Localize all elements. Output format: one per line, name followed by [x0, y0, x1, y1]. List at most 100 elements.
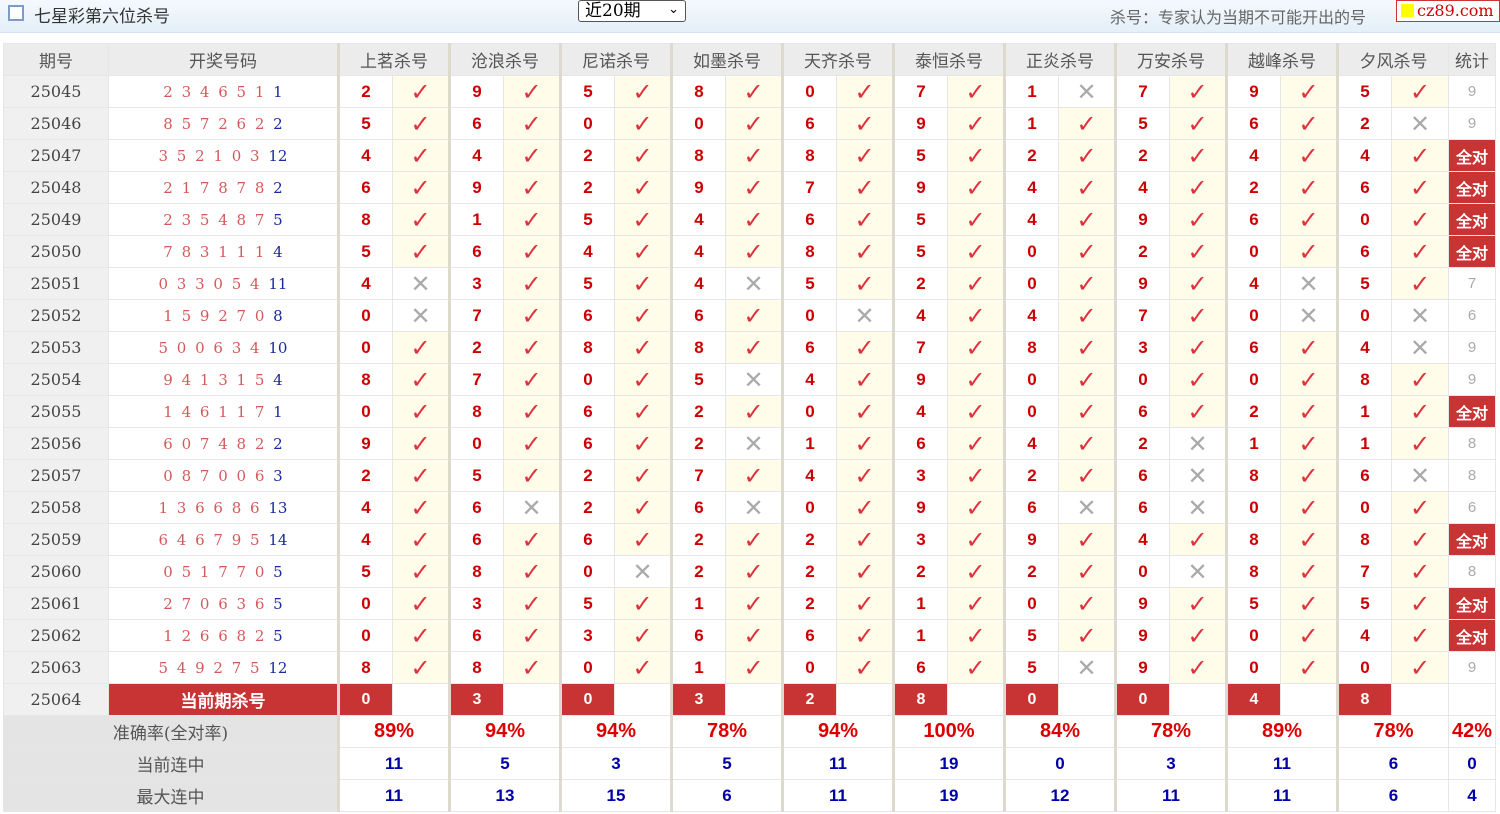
check-icon: ✓: [392, 619, 450, 652]
kill-number-cell: 4: [1003, 427, 1059, 460]
check-icon: ✓: [392, 395, 450, 428]
kill-number-cell: 5: [1003, 619, 1059, 652]
kill-number-cell: 0: [1225, 619, 1281, 652]
check-icon: ✓: [836, 331, 894, 364]
kill-number-cell: 8: [670, 75, 726, 108]
check-icon: ✓: [947, 587, 1005, 620]
summary-value: 100%: [892, 715, 1005, 748]
check-icon: ✓: [614, 491, 672, 524]
check-icon: ✓: [725, 331, 783, 364]
kill-number-cell: 9: [1114, 651, 1170, 684]
kill-number-cell: 0: [1003, 395, 1059, 428]
period-range-select[interactable]: 近20期 ⌄: [578, 0, 686, 22]
current-kill-number: 3: [670, 683, 726, 716]
check-icon: ✓: [392, 235, 450, 268]
draw-digits: 0 5 1 7 7 0: [163, 562, 265, 581]
kill-number-cell: 3: [559, 619, 615, 652]
period-cell: 25053: [3, 331, 109, 364]
draw-digits: 3 5 2 1 0 3: [158, 146, 260, 165]
draw-numbers-cell: 7 8 3 1 1 1 4: [108, 235, 339, 268]
kill-number-cell: 6: [559, 299, 615, 332]
check-icon: ✓: [1280, 331, 1338, 364]
kill-number-cell: 9: [670, 171, 726, 204]
kill-number-cell: 8: [781, 139, 837, 172]
hit-count-cell: 9: [1448, 651, 1496, 684]
empty-cell: [1058, 683, 1116, 716]
check-icon: ✓: [1391, 395, 1449, 428]
draw-numbers-cell: 2 7 0 6 3 6 5: [108, 587, 339, 620]
kill-number-cell: 8: [448, 651, 504, 684]
kill-number-cell: 2: [337, 75, 393, 108]
check-icon: ✓: [503, 75, 561, 108]
kill-number-cell: 2: [670, 555, 726, 588]
draw-numbers-cell: 1 3 6 6 8 6 13: [108, 491, 339, 524]
draw-numbers-cell: 9 4 1 3 1 5 4: [108, 363, 339, 396]
kill-number-cell: 0: [1003, 587, 1059, 620]
draw-digits: 8 5 7 2 6 2: [163, 114, 265, 133]
cross-icon: ✕: [392, 267, 450, 300]
check-icon: ✓: [1058, 203, 1116, 236]
check-icon: ✓: [614, 299, 672, 332]
kill-number-cell: 4: [1003, 299, 1059, 332]
kill-number-cell: 3: [1114, 331, 1170, 364]
check-icon: ✓: [1169, 107, 1227, 140]
check-icon: ✓: [1169, 619, 1227, 652]
kill-number-cell: 3: [892, 523, 948, 556]
check-icon: ✓: [1169, 299, 1227, 332]
table-row: 25055 1 4 6 1 1 7 1 0 ✓ 8 ✓ 6 ✓ 2 ✓ 0 ✓ 4 ✓ 0 ✓ 6 ✓ 2 ✓ 1 ✓ 全对: [3, 395, 1496, 428]
kill-number-cell: 5: [559, 267, 615, 300]
kill-number-cell: 5: [1225, 587, 1281, 620]
check-icon: ✓: [836, 171, 894, 204]
summary-value: 89%: [1225, 715, 1338, 748]
empty-cell: [725, 683, 783, 716]
cross-icon: ✕: [614, 555, 672, 588]
kill-number-cell: 5: [1336, 267, 1392, 300]
empty-cell: [503, 683, 561, 716]
kill-number-cell: 2: [781, 587, 837, 620]
check-icon: ✓: [1169, 331, 1227, 364]
kill-number-cell: 6: [670, 491, 726, 524]
kill-number-cell: 9: [892, 363, 948, 396]
check-icon: ✓: [614, 267, 672, 300]
summary-value: 3: [559, 747, 672, 780]
check-icon: ✓: [947, 651, 1005, 684]
check-icon: ✓: [503, 299, 561, 332]
logo-square-icon: [1401, 4, 1414, 17]
period-cell: 25057: [3, 459, 109, 492]
check-icon: ✓: [1058, 619, 1116, 652]
site-logo: cz89.com: [1396, 0, 1500, 22]
kill-number-cell: 4: [781, 363, 837, 396]
check-icon: ✓: [1280, 523, 1338, 556]
check-icon: ✓: [1058, 107, 1116, 140]
kill-number-cell: 4: [337, 491, 393, 524]
draw-special-number: 1: [273, 402, 283, 421]
chevron-down-icon: ⌄: [668, 2, 679, 17]
check-icon: ✓: [1058, 299, 1116, 332]
check-icon: ✓: [503, 267, 561, 300]
kill-number-cell: 5: [892, 235, 948, 268]
check-icon: ✓: [836, 587, 894, 620]
check-icon: ✓: [1391, 587, 1449, 620]
cross-icon: ✕: [725, 427, 783, 460]
summary-value: 6: [670, 779, 783, 812]
summary-value: 13: [448, 779, 561, 812]
check-icon: ✓: [392, 75, 450, 108]
check-icon: ✓: [614, 75, 672, 108]
kill-number-cell: 4: [1336, 331, 1392, 364]
current-period-row: 25064 当前期杀号 0 3 0 3 2 8 0 0 4 8: [3, 683, 1496, 716]
kill-number-cell: 8: [559, 331, 615, 364]
check-icon: ✓: [1391, 619, 1449, 652]
draw-digits: 9 4 1 3 1 5: [163, 370, 265, 389]
summary-value: 12: [1003, 779, 1116, 812]
kill-number-cell: 6: [337, 171, 393, 204]
check-icon: ✓: [836, 139, 894, 172]
table-row: 25053 5 0 0 6 3 4 10 0 ✓ 2 ✓ 8 ✓ 8 ✓ 6 ✓ 7 ✓ 8 ✓ 3 ✓ 6 ✓ 4 ✕ 9: [3, 331, 1496, 364]
check-icon: ✓: [947, 427, 1005, 460]
empty-cell: [614, 683, 672, 716]
check-icon: ✓: [1280, 139, 1338, 172]
kill-number-cell: 0: [559, 107, 615, 140]
kill-number-cell: 2: [1114, 139, 1170, 172]
period-cell: 25047: [3, 139, 109, 172]
kill-number-cell: 8: [1003, 331, 1059, 364]
current-kill-label: 当前期杀号: [108, 683, 339, 716]
